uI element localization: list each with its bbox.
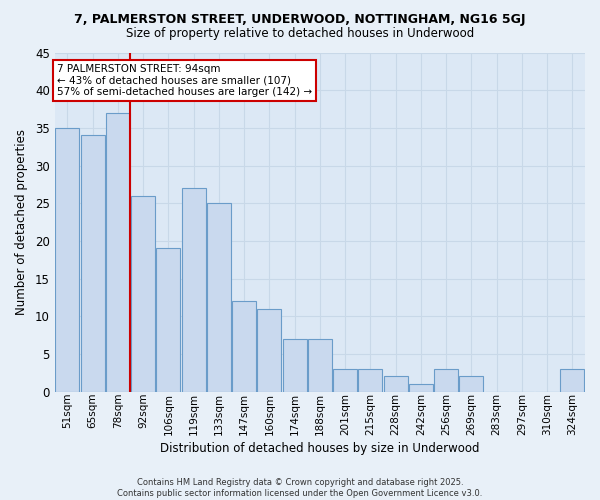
Bar: [257, 308, 281, 392]
Text: 7 PALMERSTON STREET: 94sqm
← 43% of detached houses are smaller (107)
57% of sem: 7 PALMERSTON STREET: 94sqm ← 43% of deta…: [57, 64, 313, 97]
Bar: [182, 188, 206, 392]
Y-axis label: Number of detached properties: Number of detached properties: [15, 129, 28, 315]
X-axis label: Distribution of detached houses by size in Underwood: Distribution of detached houses by size …: [160, 442, 479, 455]
Bar: [383, 376, 407, 392]
Bar: [283, 339, 307, 392]
Bar: [157, 248, 181, 392]
Text: Size of property relative to detached houses in Underwood: Size of property relative to detached ho…: [126, 28, 474, 40]
Bar: [106, 113, 130, 392]
Bar: [434, 369, 458, 392]
Text: Contains HM Land Registry data © Crown copyright and database right 2025.
Contai: Contains HM Land Registry data © Crown c…: [118, 478, 482, 498]
Bar: [232, 301, 256, 392]
Bar: [80, 136, 104, 392]
Text: 7, PALMERSTON STREET, UNDERWOOD, NOTTINGHAM, NG16 5GJ: 7, PALMERSTON STREET, UNDERWOOD, NOTTING…: [74, 12, 526, 26]
Bar: [55, 128, 79, 392]
Bar: [358, 369, 382, 392]
Bar: [460, 376, 484, 392]
Bar: [207, 203, 231, 392]
Bar: [333, 369, 357, 392]
Bar: [409, 384, 433, 392]
Bar: [131, 196, 155, 392]
Bar: [560, 369, 584, 392]
Bar: [308, 339, 332, 392]
